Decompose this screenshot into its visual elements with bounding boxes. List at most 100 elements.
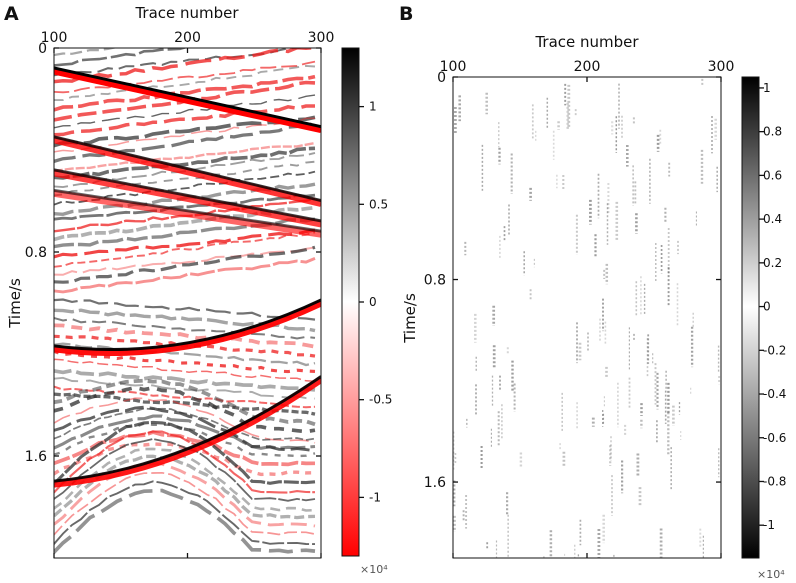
x-tick-label: 300 xyxy=(708,59,735,75)
texture-stroke xyxy=(54,64,316,102)
texture-stroke xyxy=(54,378,316,427)
panel-b-y-ticks: 0 0.8 1.6 xyxy=(424,70,721,491)
panel-b-colorbar: 1 0.8 0.6 0.4 0.2 0 -0.2 -0.4 -0.6 -0.8 -1 ×10⁴ xyxy=(741,76,786,581)
texture-stroke xyxy=(54,376,316,400)
texture-stroke xyxy=(54,121,316,164)
texture-stroke xyxy=(54,94,316,129)
colorbar-tick-label: 1 xyxy=(763,81,771,95)
texture-stroke xyxy=(54,385,316,409)
colorbar-tick-label: -0.5 xyxy=(369,393,392,407)
texture-stroke xyxy=(54,104,315,137)
panel-b-colorbar-gradient xyxy=(742,77,759,558)
panel-a-colorbar-gradient xyxy=(342,48,359,556)
panel-b-colorbar-ticks: 1 0.8 0.6 0.4 0.2 0 -0.2 -0.4 -0.6 -0.8 -1 xyxy=(759,81,786,532)
colorbar-tick-label: 1 xyxy=(369,100,377,114)
texture-stroke xyxy=(54,368,316,392)
x-tick-label: 100 xyxy=(440,59,467,75)
texture-stroke xyxy=(54,480,316,546)
texture-stroke xyxy=(54,80,316,122)
y-tick-label: 0.8 xyxy=(25,245,47,261)
panel-a-seismic-image xyxy=(54,48,321,558)
reflector-black xyxy=(54,168,321,223)
texture-stroke xyxy=(54,342,316,367)
panel-a-colorbar: 1 0.5 0 -0.5 -1 ×10⁴ xyxy=(341,47,392,576)
panel-a-y-ticks: 0 0.8 1.6 xyxy=(25,41,321,465)
reflector-black xyxy=(54,188,321,233)
texture-stroke xyxy=(54,358,316,383)
x-tick-label: 200 xyxy=(574,59,601,75)
colorbar-tick-label: 0.8 xyxy=(763,125,782,139)
texture-stroke xyxy=(54,438,316,502)
texture-stroke xyxy=(54,141,316,173)
reflector-red xyxy=(54,67,321,134)
texture-stroke xyxy=(54,246,316,276)
colorbar-tick-label: 0 xyxy=(369,295,377,309)
panel-b-colorbar-multiplier: ×10⁴ xyxy=(757,568,785,581)
colorbar-tick-label: 0.4 xyxy=(763,212,782,226)
reflector-red xyxy=(54,299,321,356)
texture-stroke xyxy=(54,471,316,536)
texture-stroke xyxy=(54,115,316,148)
colorbar-tick-label: -1 xyxy=(369,490,381,504)
texture-stroke xyxy=(54,48,119,57)
panel-b-y-axis-title: Time/s xyxy=(401,293,419,344)
reflector-black xyxy=(54,66,321,129)
colorbar-tick-label: -0.6 xyxy=(763,431,786,445)
texture-stroke xyxy=(54,323,316,349)
panel-b-x-axis-title: Trace number xyxy=(534,33,639,51)
texture-stroke xyxy=(54,231,316,268)
texture-stroke xyxy=(54,414,316,450)
colorbar-tick-label: -1 xyxy=(763,518,775,532)
texture-stroke xyxy=(54,454,316,520)
y-tick-label: 0 xyxy=(38,41,47,57)
colorbar-tick-label: -0.8 xyxy=(763,474,786,488)
panel-a: A Trace number Time/s 100 200 300 00.81.6 … xyxy=(4,3,392,576)
panel-b-x-ticks: 100 200 300 xyxy=(440,59,735,558)
texture-stroke xyxy=(54,488,316,555)
reflector-red xyxy=(54,189,321,238)
colorbar-tick-label: 0.5 xyxy=(369,197,388,211)
colorbar-tick-label: -0.2 xyxy=(763,343,786,357)
y-tick-label: 1.6 xyxy=(424,475,446,491)
reflector-black xyxy=(54,135,321,202)
panel-a-colorbar-multiplier: ×10⁴ xyxy=(360,563,388,576)
texture-stroke xyxy=(54,193,316,221)
texture-stroke xyxy=(54,385,316,434)
texture-stroke xyxy=(54,146,316,180)
y-tick-label: 1.6 xyxy=(25,449,47,465)
colorbar-tick-label: 0 xyxy=(763,300,771,314)
panel-a-colorbar-ticks: 1 0.5 0 -0.5 -1 xyxy=(359,100,392,504)
reflector-black xyxy=(54,298,321,351)
texture-stroke xyxy=(54,316,316,340)
texture-stroke xyxy=(54,245,316,284)
texture-stroke xyxy=(54,430,316,495)
colorbar-tick-label: -0.4 xyxy=(763,387,786,401)
panel-b-letter: B xyxy=(399,3,413,25)
colorbar-tick-label: 0.6 xyxy=(763,168,782,182)
texture-stroke xyxy=(54,160,316,197)
texture-stroke xyxy=(54,74,316,112)
panel-a-x-ticks: 100 200 300 xyxy=(41,30,334,558)
texture-stroke xyxy=(54,228,316,259)
panel-a-letter: A xyxy=(4,3,19,25)
texture-stroke xyxy=(54,298,316,321)
panel-b-noise-image xyxy=(453,77,721,558)
panel-b: B Trace number Time/s 100 200 300 00.81.6 … xyxy=(399,3,786,581)
y-tick-label: 0 xyxy=(437,70,446,86)
panel-a-x-axis-title: Trace number xyxy=(134,4,239,22)
texture-stroke xyxy=(54,48,305,77)
colorbar-tick-label: 0.2 xyxy=(763,256,782,270)
reflector-red xyxy=(54,376,321,488)
texture-stroke xyxy=(54,48,188,67)
texture-stroke xyxy=(54,257,316,294)
reflector-red xyxy=(54,136,321,207)
x-tick-label: 200 xyxy=(174,30,201,46)
reflector-red xyxy=(54,169,321,228)
reflector-black xyxy=(54,375,321,483)
texture-stroke xyxy=(54,420,316,486)
texture-stroke xyxy=(54,60,316,94)
x-tick-label: 100 xyxy=(41,30,68,46)
y-tick-label: 0.8 xyxy=(424,273,446,289)
texture-stroke xyxy=(54,462,316,528)
